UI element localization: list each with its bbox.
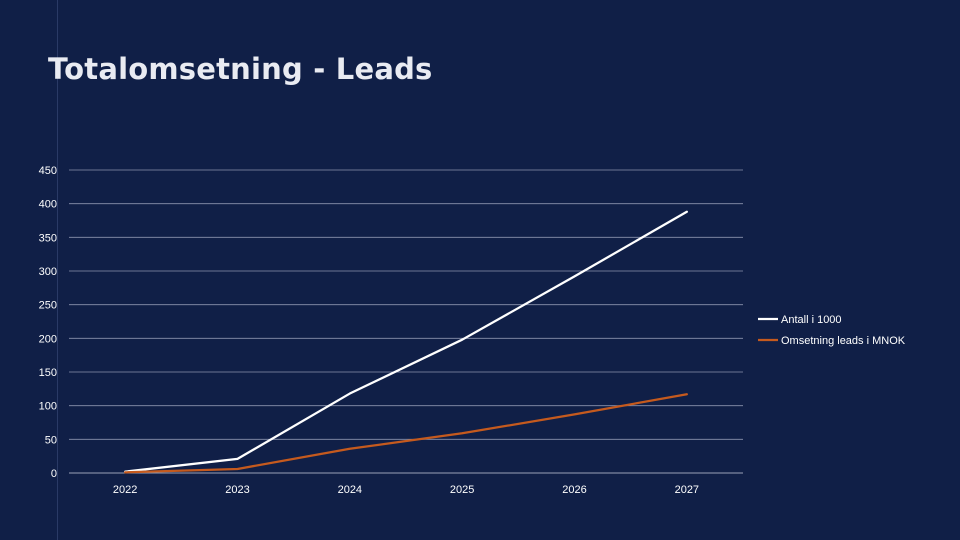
x-tick-label: 2024: [338, 484, 362, 496]
series-line-1: [124, 210, 688, 473]
y-tick-label: 450: [39, 165, 57, 177]
slide-title: Totalomsetning - Leads: [48, 52, 433, 86]
gridlines: [69, 169, 743, 474]
legend-label: Omsetning leads i MNOK: [781, 335, 906, 347]
x-tick-label: 2023: [225, 484, 249, 496]
y-tick-label: 0: [51, 468, 57, 480]
legend-label: Antall i 1000: [781, 314, 842, 326]
series-lines: [124, 210, 688, 474]
y-axis-ticks: 0 50 100 150 200 250 300 350 400 450: [39, 165, 57, 480]
x-axis-ticks: 2022 2023 2024 2025 2026 2027: [113, 484, 699, 496]
y-tick-label: 150: [39, 367, 57, 379]
x-tick-label: 2022: [113, 484, 137, 496]
y-tick-label: 400: [39, 199, 57, 211]
series-line-2: [124, 393, 688, 474]
y-tick-label: 300: [39, 266, 57, 278]
x-tick-label: 2026: [562, 484, 586, 496]
legend: Antall i 1000 Omsetning leads i MNOK: [758, 314, 906, 347]
y-tick-label: 50: [45, 434, 57, 446]
x-tick-label: 2027: [675, 484, 699, 496]
y-tick-label: 200: [39, 333, 57, 345]
y-tick-label: 100: [39, 401, 57, 413]
x-tick-label: 2025: [450, 484, 474, 496]
y-tick-label: 350: [39, 232, 57, 244]
y-tick-label: 250: [39, 300, 57, 312]
slide-edge-line: [57, 0, 58, 540]
